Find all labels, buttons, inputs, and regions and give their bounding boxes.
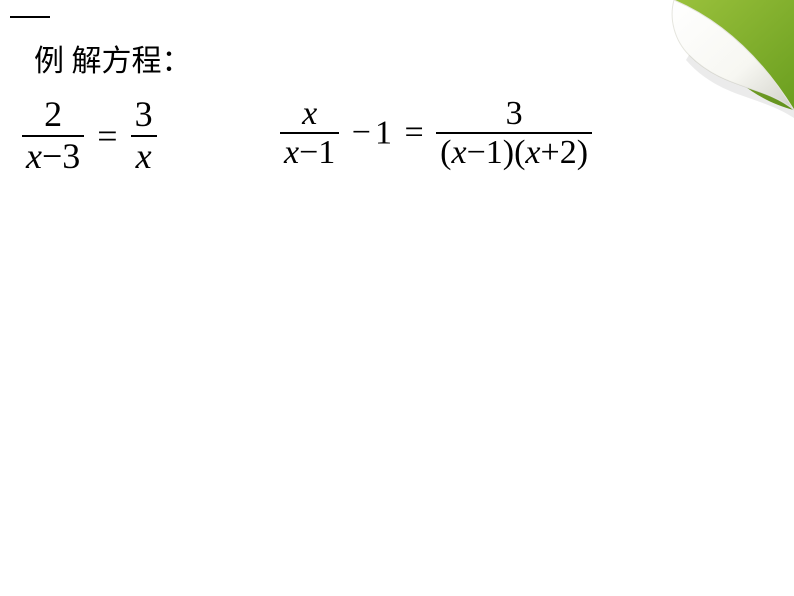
eq1-equals: =	[93, 115, 121, 157]
eq2-one: 1	[375, 114, 392, 151]
eq2-den2-op2: +	[541, 134, 560, 171]
decorative-underline	[10, 16, 50, 18]
eq1-den2: x	[136, 136, 152, 176]
eq2-den2-l1: 1	[486, 134, 503, 171]
eq2-num2: 3	[506, 95, 523, 132]
eq2-equals: =	[400, 114, 427, 152]
eq2-den1-op: −	[299, 134, 318, 171]
eq1-num1: 2	[44, 94, 62, 134]
eq2-den2-op1: −	[467, 134, 486, 171]
eq1-fraction-right: 3 x	[131, 95, 157, 176]
eq2-fraction-left: x x−1	[280, 95, 339, 172]
page-curl-icon	[614, 0, 794, 140]
eq2-fraction-right: 3 (x−1)(x+2)	[436, 95, 592, 172]
eq2-minus: −	[348, 114, 375, 152]
eq2-den2-l2: 2	[560, 134, 577, 171]
eq2-den2-c1: )(	[503, 134, 526, 171]
eq1-fraction-left: 2 x−3	[22, 95, 84, 176]
eq2-num1: x	[302, 95, 317, 132]
eq2-den1-lit: 1	[318, 134, 335, 171]
eq1-den1-var: x	[26, 136, 42, 176]
equation-1: 2 x−3 = 3 x	[22, 95, 157, 176]
eq2-den1-var: x	[284, 134, 299, 171]
eq1-num2: 3	[135, 94, 153, 134]
page-title: 例 解方程：	[34, 36, 192, 80]
equation-2: x x−1 −1 = 3 (x−1)(x+2)	[280, 95, 592, 172]
eq2-den2-c2: )	[577, 134, 588, 171]
eq2-den2-o1: (	[440, 134, 451, 171]
eq1-den1-lit: 3	[62, 136, 80, 176]
eq2-den2-x1: x	[451, 134, 466, 171]
eq2-den2-x2: x	[525, 134, 540, 171]
eq1-den1-op: −	[42, 136, 62, 176]
